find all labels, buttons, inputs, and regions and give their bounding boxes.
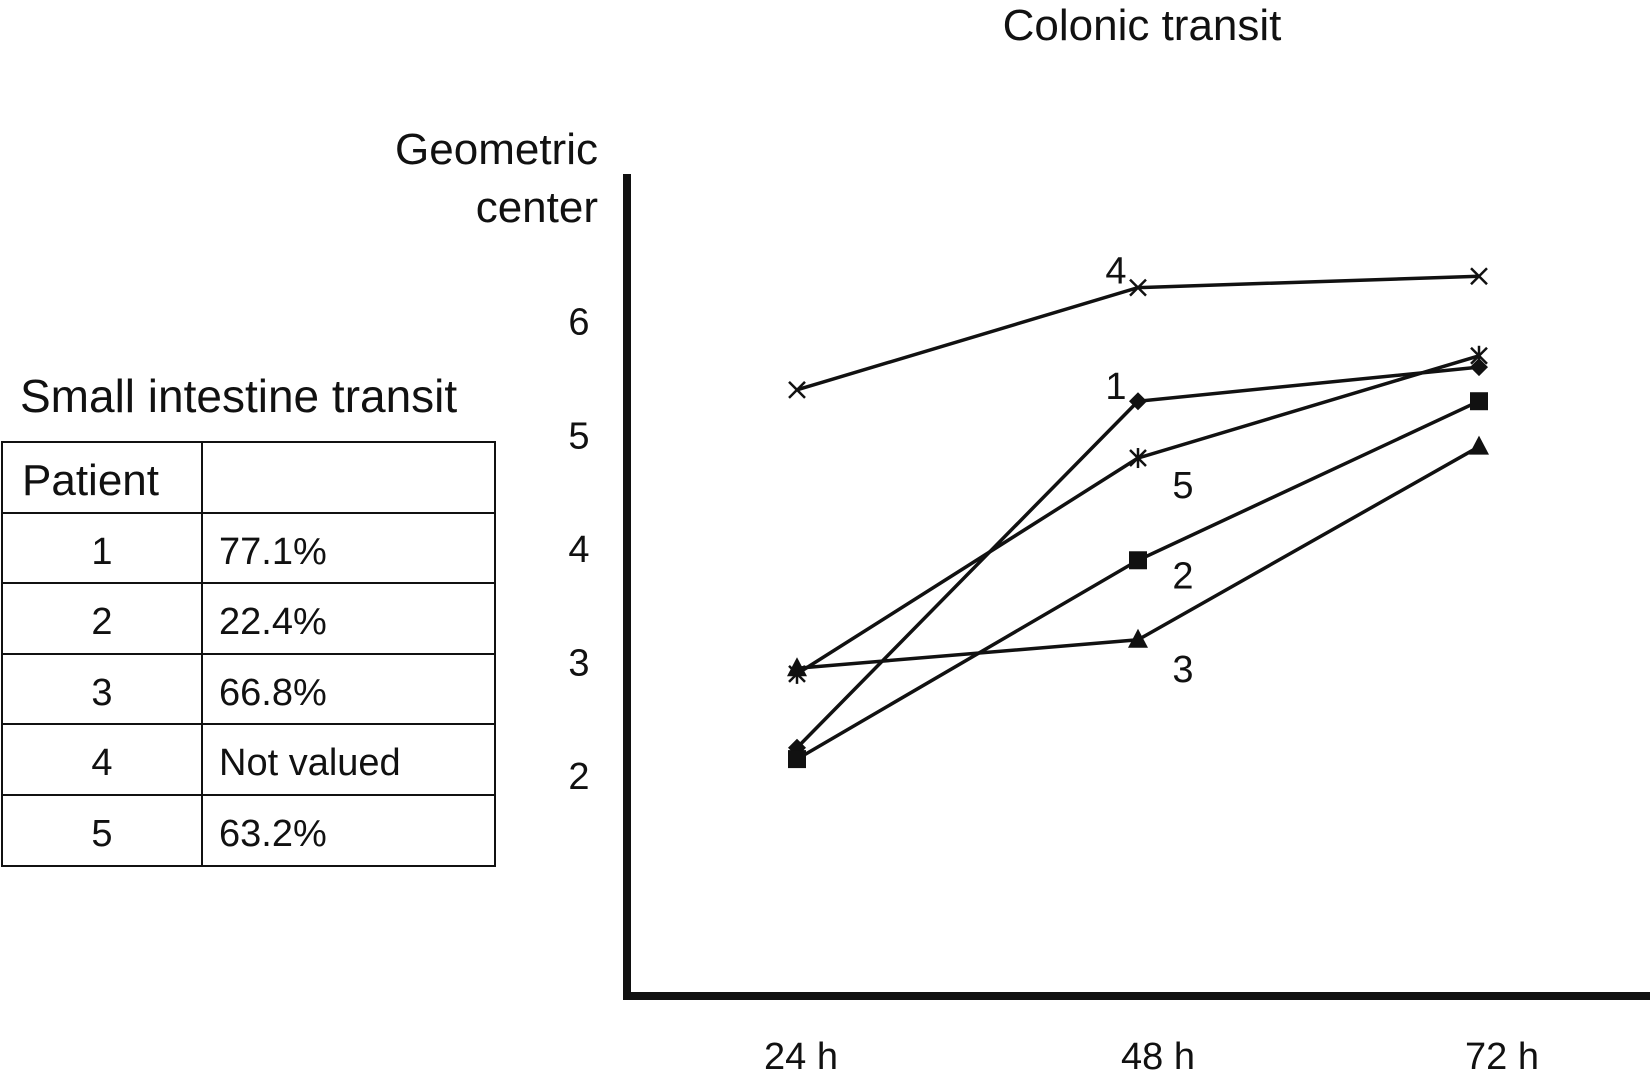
- x-tick-label: 24 h: [764, 1036, 838, 1078]
- asterisk-marker: [788, 663, 806, 684]
- small-intestine-table: Small intestine transit Patient 1 77.1% …: [1, 370, 496, 867]
- x-tick-label: 48 h: [1121, 1036, 1195, 1078]
- table-cell-value: 66.8%: [219, 672, 327, 714]
- x-tick-label: 72 h: [1465, 1036, 1539, 1078]
- x-marker: [788, 380, 806, 399]
- table-cell-patient: 5: [91, 813, 112, 855]
- table-cell-patient: 1: [91, 531, 112, 573]
- colonic-transit-chart: Colonic transit Geometric center 2 3 4 5 6 2…: [395, 1, 1650, 1078]
- x-tick-labels: 24 h 48 h 72 h: [764, 1036, 1539, 1078]
- series-labels: 1 2 3 4 5: [1105, 251, 1193, 691]
- series-label-4: 4: [1105, 251, 1126, 293]
- series-label-3: 3: [1172, 649, 1193, 691]
- square-marker: [788, 750, 806, 769]
- diamond-marker: [1129, 392, 1147, 411]
- y-tick-label: 6: [568, 302, 589, 344]
- table-header-patient: Patient: [22, 456, 159, 505]
- triangle-marker: [1469, 435, 1489, 455]
- y-tick-label: 5: [568, 415, 589, 457]
- asterisk-marker: [1129, 448, 1147, 469]
- chart-title: Colonic transit: [1003, 1, 1282, 50]
- square-marker: [1129, 551, 1147, 570]
- y-axis-label-line1: Geometric: [395, 125, 598, 174]
- asterisk-marker: [1470, 345, 1488, 366]
- table-cell-patient: 2: [91, 601, 112, 643]
- y-tick-label: 2: [568, 756, 589, 798]
- series-label-1: 1: [1105, 366, 1126, 408]
- y-axis-label-line2: center: [476, 183, 598, 232]
- table-cell-patient: 4: [91, 742, 112, 784]
- y-tick-label: 4: [568, 529, 589, 571]
- x-marker: [1470, 267, 1488, 286]
- series-label-2: 2: [1172, 555, 1193, 597]
- series-line-4: [796, 274, 1480, 392]
- table-cell-patient: 3: [91, 672, 112, 714]
- table-cell-value: Not valued: [219, 742, 401, 784]
- y-tick-label: 3: [568, 643, 589, 685]
- y-tick-labels: 2 3 4 5 6: [568, 302, 589, 798]
- table-title: Small intestine transit: [20, 370, 457, 422]
- series-markers: [787, 267, 1489, 769]
- table-cell-value: 77.1%: [219, 531, 327, 573]
- square-marker: [1470, 392, 1488, 411]
- diamond-marker: [1470, 358, 1488, 377]
- triangle-marker: [1128, 628, 1148, 648]
- x-marker: [1129, 278, 1147, 297]
- table-cell-value: 22.4%: [219, 601, 327, 643]
- series-label-5: 5: [1172, 465, 1193, 507]
- series-lines: [795, 274, 1480, 761]
- table-cell-value: 63.2%: [219, 813, 327, 855]
